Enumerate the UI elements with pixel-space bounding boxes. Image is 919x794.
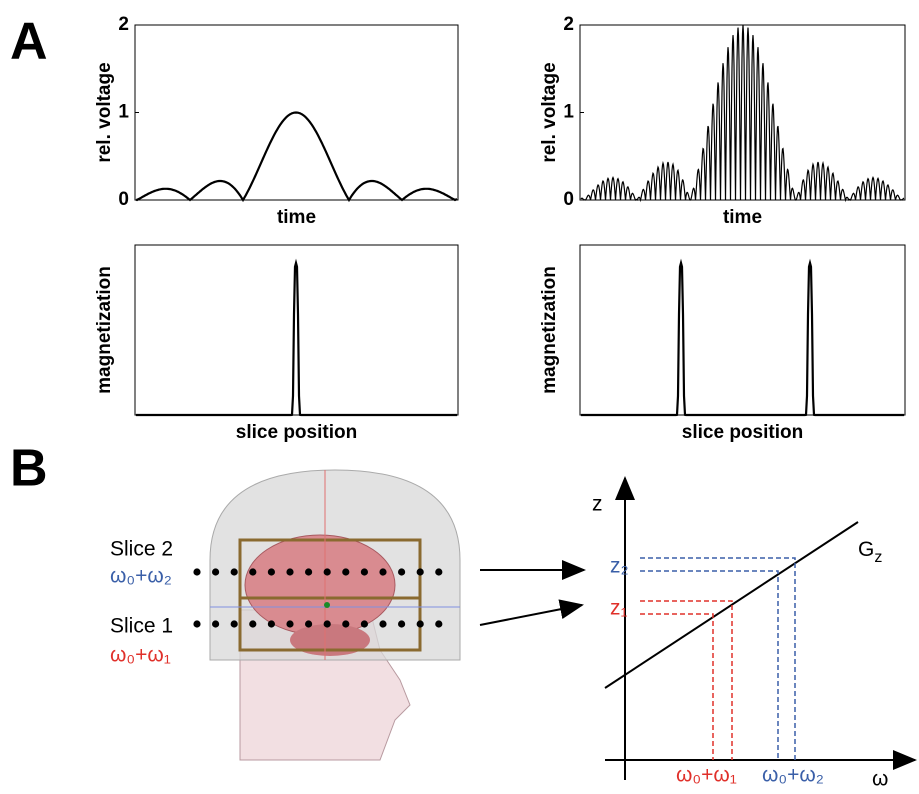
axis-label: z — [592, 493, 603, 516]
y-tick-label: 0 — [118, 189, 129, 210]
y-axis-label: magnetization — [539, 266, 560, 394]
figure: A B Slice 2 ω₀+ω₂ Slice 1 ω₀+ω₁ z ω Gz z… — [0, 0, 919, 794]
y-tick-label: 2 — [118, 14, 129, 35]
curve — [136, 263, 457, 415]
y-tick-label: 1 — [118, 102, 129, 123]
dot — [193, 620, 200, 627]
dot — [249, 620, 256, 627]
omega-label: ω₀+ω₂ — [762, 764, 824, 787]
omega-label: ω₀+ω₁ — [676, 764, 737, 787]
x-axis-label: slice position — [682, 422, 803, 443]
gradient-graph — [605, 478, 915, 780]
dot — [268, 620, 275, 627]
dot — [417, 620, 424, 627]
curve — [581, 25, 904, 200]
plot-frame — [580, 245, 905, 415]
curve — [581, 263, 904, 415]
y-tick-label: 1 — [563, 102, 574, 123]
dot — [361, 568, 368, 575]
dot — [305, 620, 312, 627]
x-axis-label: time — [277, 207, 316, 228]
dot — [231, 620, 238, 627]
gradient-label: Gz — [858, 538, 882, 567]
x-axis-label: time — [723, 207, 762, 228]
y-axis-label: magnetization — [94, 266, 115, 394]
dot — [435, 620, 442, 627]
axis-label: ω — [872, 768, 888, 791]
slice-frequency: ω₀+ω₂ — [110, 565, 172, 588]
dot — [417, 568, 424, 575]
dot — [286, 620, 293, 627]
dot — [342, 620, 349, 627]
dot — [286, 568, 293, 575]
dot — [324, 568, 331, 575]
z-label: z₂ — [610, 555, 629, 578]
dot — [398, 620, 405, 627]
slice-name: Slice 2 — [110, 538, 173, 561]
dot — [324, 620, 331, 627]
arrow — [480, 605, 582, 625]
y-axis-label: rel. voltage — [94, 62, 115, 162]
panel-label: B — [10, 440, 48, 498]
slice-frequency: ω₀+ω₁ — [110, 644, 171, 667]
panel-label: A — [10, 13, 48, 71]
dot — [379, 568, 386, 575]
head-illustration — [210, 470, 460, 760]
gradient-sub: z — [874, 549, 882, 566]
dot — [398, 568, 405, 575]
dot — [361, 620, 368, 627]
dot — [379, 620, 386, 627]
dot — [268, 568, 275, 575]
curve — [136, 113, 457, 201]
dot — [231, 568, 238, 575]
dot — [249, 568, 256, 575]
dot — [435, 568, 442, 575]
gradient-main: G — [858, 538, 874, 561]
y-tick-label: 0 — [563, 189, 574, 210]
y-axis-label: rel. voltage — [539, 62, 560, 162]
x-axis-label: slice position — [236, 422, 357, 443]
dot — [193, 568, 200, 575]
dot — [212, 620, 219, 627]
slice-name: Slice 1 — [110, 615, 173, 638]
z-label: z₁ — [610, 597, 628, 620]
dot — [305, 568, 312, 575]
dot — [342, 568, 349, 575]
y-tick-label: 2 — [563, 14, 574, 35]
dot — [212, 568, 219, 575]
